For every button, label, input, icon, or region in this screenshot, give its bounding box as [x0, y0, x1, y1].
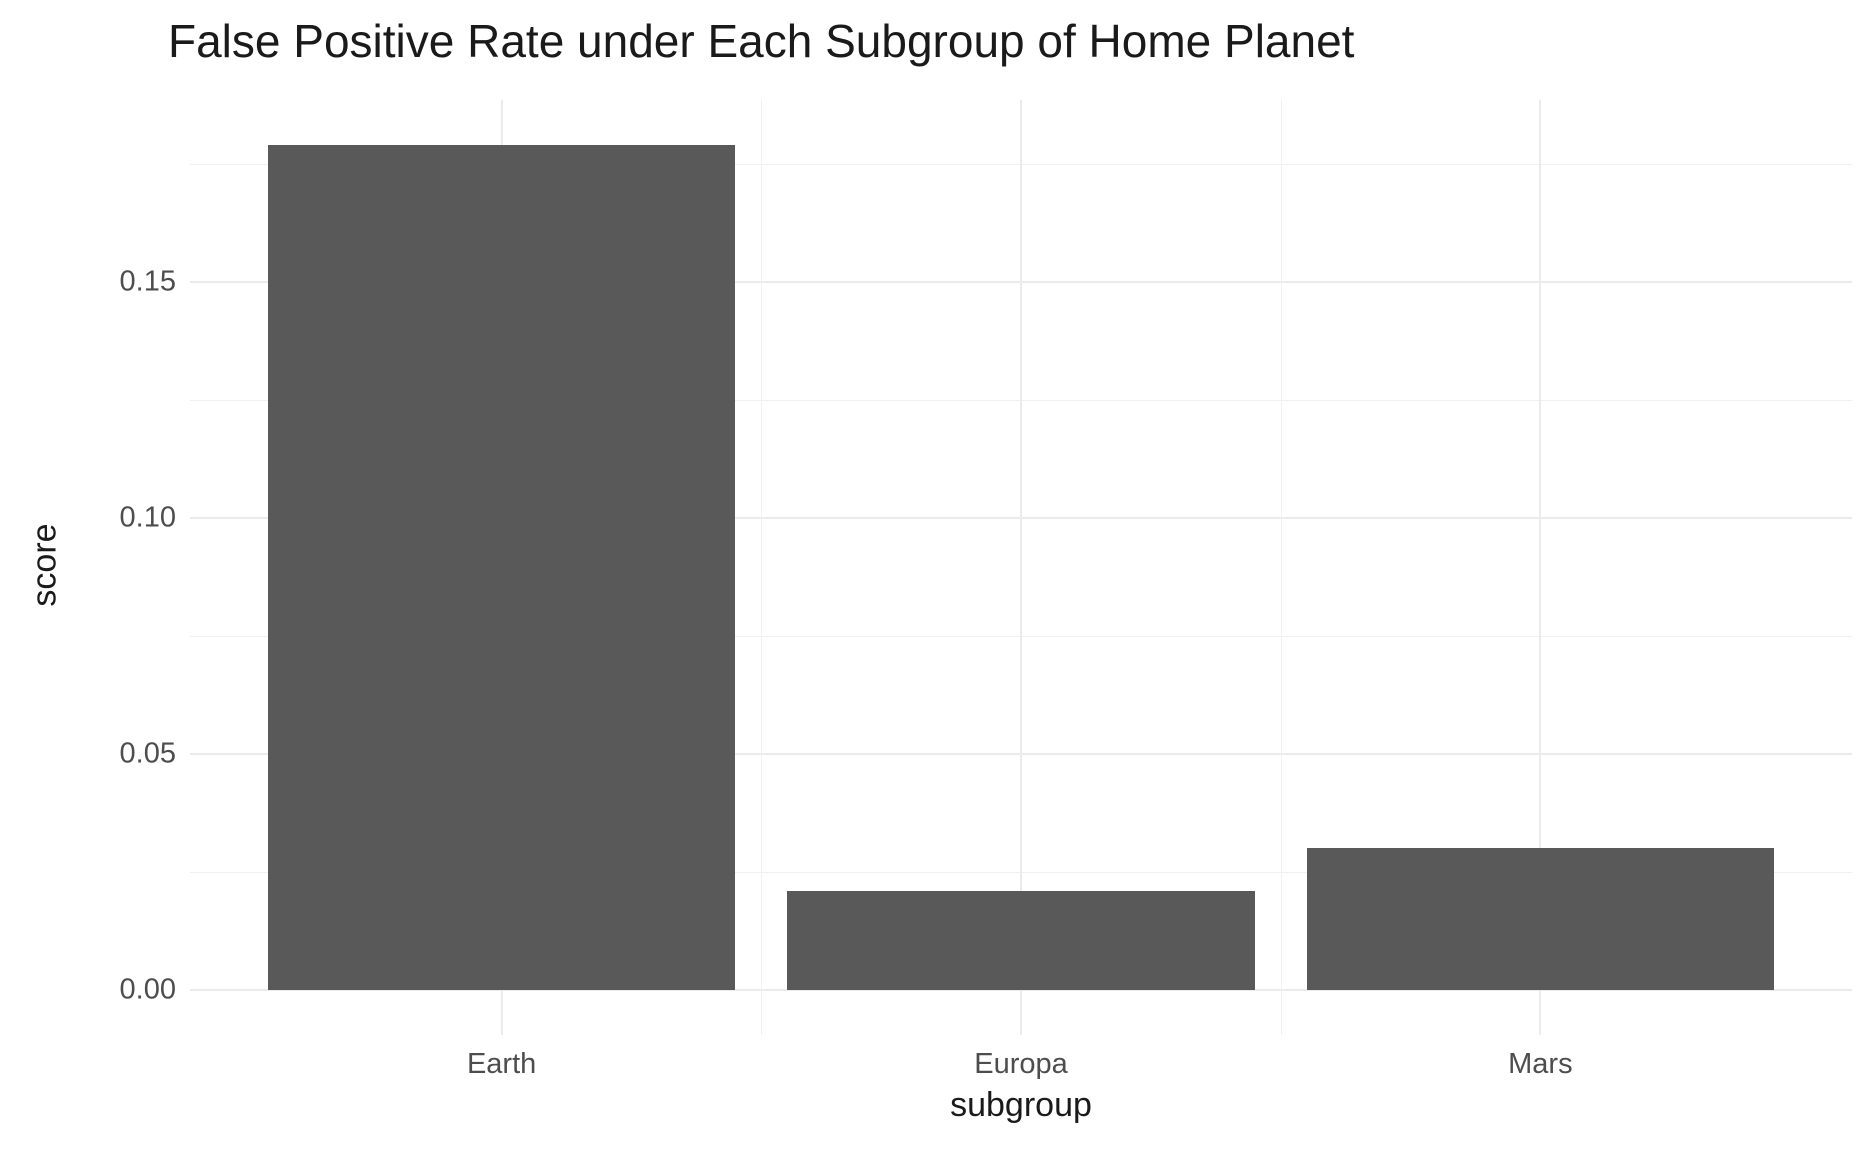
gridline-major-vertical: [1539, 100, 1542, 1035]
gridline-major-vertical: [1020, 100, 1022, 1035]
bar-earth: [267, 145, 736, 990]
gridline-minor-vertical: [761, 100, 763, 1035]
plot-panel: [190, 100, 1852, 1035]
x-axis-title: subgroup: [950, 1086, 1092, 1124]
bar-europa: [787, 890, 1255, 990]
chart-title: False Positive Rate under Each Subgroup …: [168, 15, 1355, 67]
x-tick-label: Earth: [466, 1048, 537, 1080]
y-tick-label: 0.05: [119, 737, 176, 770]
y-axis-title: score: [25, 523, 64, 607]
x-tick-label: Europa: [974, 1048, 1068, 1080]
bar-mars: [1306, 848, 1775, 990]
gridline-minor-vertical: [1280, 100, 1282, 1035]
y-tick-label: 0.00: [119, 973, 176, 1006]
y-tick-label: 0.15: [119, 265, 176, 298]
y-tick-label: 0.10: [119, 501, 176, 534]
x-tick-label: Mars: [1508, 1048, 1573, 1080]
